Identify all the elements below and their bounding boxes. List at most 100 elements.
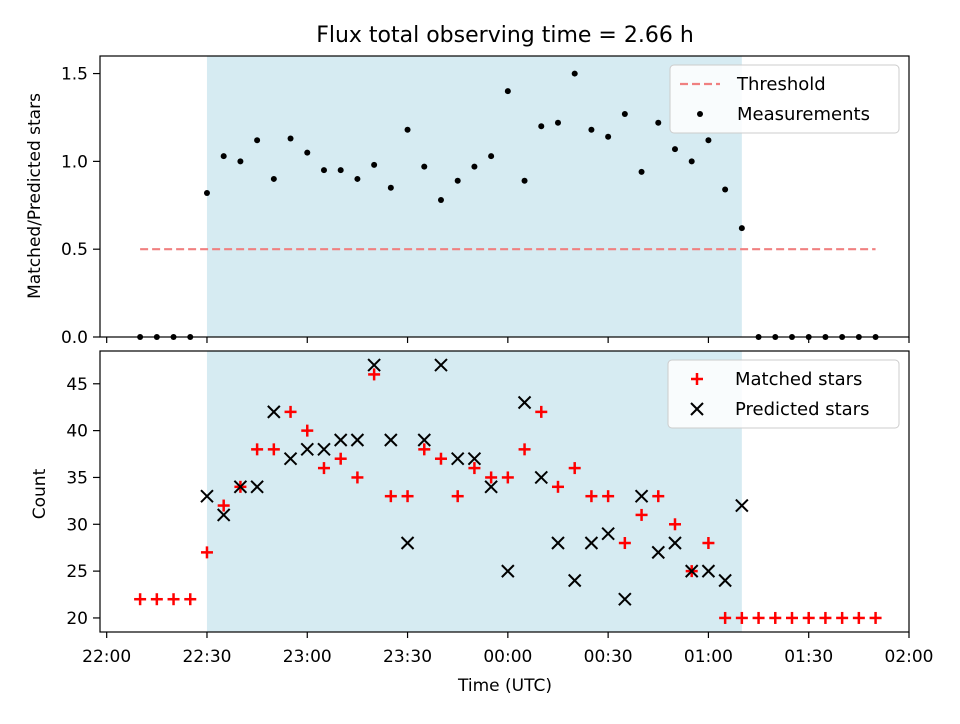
measurement-point (588, 126, 595, 133)
predicted-star-point (300, 442, 314, 457)
top-legend-box (669, 64, 900, 134)
measurement-point (671, 146, 678, 153)
predicted-star-point (267, 405, 281, 419)
predicted-star-point (400, 536, 415, 550)
predicted-star-point (367, 358, 381, 372)
matched-star-point (267, 443, 280, 456)
predicted-star-point (551, 536, 565, 550)
predicted-star-point (701, 564, 716, 578)
measurement-point (571, 70, 578, 77)
matched-star-point (317, 462, 330, 475)
predicted-star-point (317, 442, 331, 457)
measurement-point (421, 163, 428, 170)
matched-star-point (769, 611, 782, 624)
matched-star-point (735, 611, 748, 624)
matched-star-point (468, 462, 481, 475)
bottom-y-tick-label: 35 (66, 468, 88, 488)
matched-star-point (150, 593, 163, 606)
matched-star-point (301, 424, 314, 437)
matched-star-point (451, 490, 464, 503)
matched-star-point (785, 611, 798, 624)
measurement-point (254, 137, 261, 144)
top-shaded-interval (206, 56, 742, 337)
matched-star-point (251, 443, 264, 456)
matched-star-point (802, 611, 815, 624)
matched-star-point (334, 452, 347, 465)
measurement-point (504, 88, 511, 95)
predicted-star-point (718, 573, 732, 588)
measurement-point (471, 163, 478, 170)
bottom-y-tick-label: 45 (66, 375, 88, 395)
predicted-star-point (450, 452, 465, 466)
matched-star-point (401, 490, 414, 503)
predicted-star-point (283, 452, 298, 466)
matched-star-point (618, 537, 631, 550)
predicted-star-point (384, 433, 398, 447)
predicted-star-point (517, 395, 532, 410)
matched-star-point (485, 471, 498, 484)
x-tick-label: 01:00 (684, 647, 733, 667)
matched-star-point (635, 508, 648, 521)
matched-star-point (184, 593, 197, 606)
predicted-star-point (618, 592, 632, 606)
predicted-star-point (333, 433, 348, 447)
bottom-y-tick-label: 20 (66, 609, 88, 629)
bottom-plot-frame (99, 350, 910, 633)
bottom-y-tick-label: 40 (66, 422, 88, 442)
legend-measurements-swatch (697, 111, 703, 117)
matched-star-point (585, 490, 598, 503)
matched-star-point (535, 405, 548, 418)
matched-star-point (869, 611, 882, 624)
matched-star-point (200, 546, 213, 559)
x-tick-label: 02:00 (885, 647, 934, 667)
top-y-tick-label: 1.0 (61, 152, 88, 172)
measurement-point (203, 189, 210, 196)
measurement-point (554, 119, 561, 126)
predicted-star-point (634, 489, 649, 503)
matched-star-point (418, 443, 431, 456)
predicted-star-point (735, 498, 749, 513)
predicted-star-point (233, 480, 248, 494)
matched-star-point (501, 471, 514, 484)
matched-star-point (836, 611, 849, 624)
bottom-plot-area: 20 25 30 35 40 45 22:00 22:30 23:00 23:30 00:00 00:… (30, 350, 934, 696)
top-y-tick-label: 1.5 (61, 65, 88, 85)
predicted-star-point (216, 508, 231, 522)
bottom-legend: Matched stars Predicted stars (667, 359, 900, 429)
x-tick-label: 00:00 (483, 647, 532, 667)
measurement-point (387, 184, 394, 191)
chart-title: Flux total observing time = 2.66 h (316, 23, 694, 48)
legend-predicted-swatch (690, 402, 704, 416)
matched-star-point (217, 499, 230, 512)
measurement-point (688, 158, 695, 165)
predicted-star-point (200, 489, 214, 503)
matched-star-point (384, 490, 397, 503)
top-y-tick-label: 0.5 (61, 240, 88, 260)
predicted-star-point (651, 545, 665, 560)
measurement-point (320, 167, 327, 174)
legend-predicted-label: Predicted stars (735, 399, 869, 420)
top-y-axis-label: Matched/Predicted stars (25, 93, 45, 299)
matched-star-point (668, 518, 681, 531)
bottom-shaded-interval (206, 351, 742, 632)
top-legend: Threshold Measurements (669, 64, 900, 134)
measurement-point (638, 168, 645, 175)
x-tick-label: 23:30 (383, 647, 432, 667)
measurement-point (738, 225, 745, 232)
matched-star-point (368, 368, 381, 381)
predicted-star-point (601, 526, 615, 541)
legend-threshold-label: Threshold (736, 74, 826, 95)
matched-star-point (167, 593, 180, 606)
predicted-star-point (684, 564, 699, 578)
matched-star-point (702, 537, 715, 550)
predicted-star-point (434, 358, 448, 372)
predicted-star-point (501, 564, 515, 578)
measurement-point (437, 197, 444, 204)
measurement-point (621, 110, 628, 117)
bottom-y-axis-label: Count (30, 468, 50, 519)
bottom-y-tick-label: 25 (66, 562, 88, 582)
predicted-star-point (467, 452, 482, 466)
x-tick-label: 23:00 (283, 647, 332, 667)
measurement-point (521, 177, 528, 184)
